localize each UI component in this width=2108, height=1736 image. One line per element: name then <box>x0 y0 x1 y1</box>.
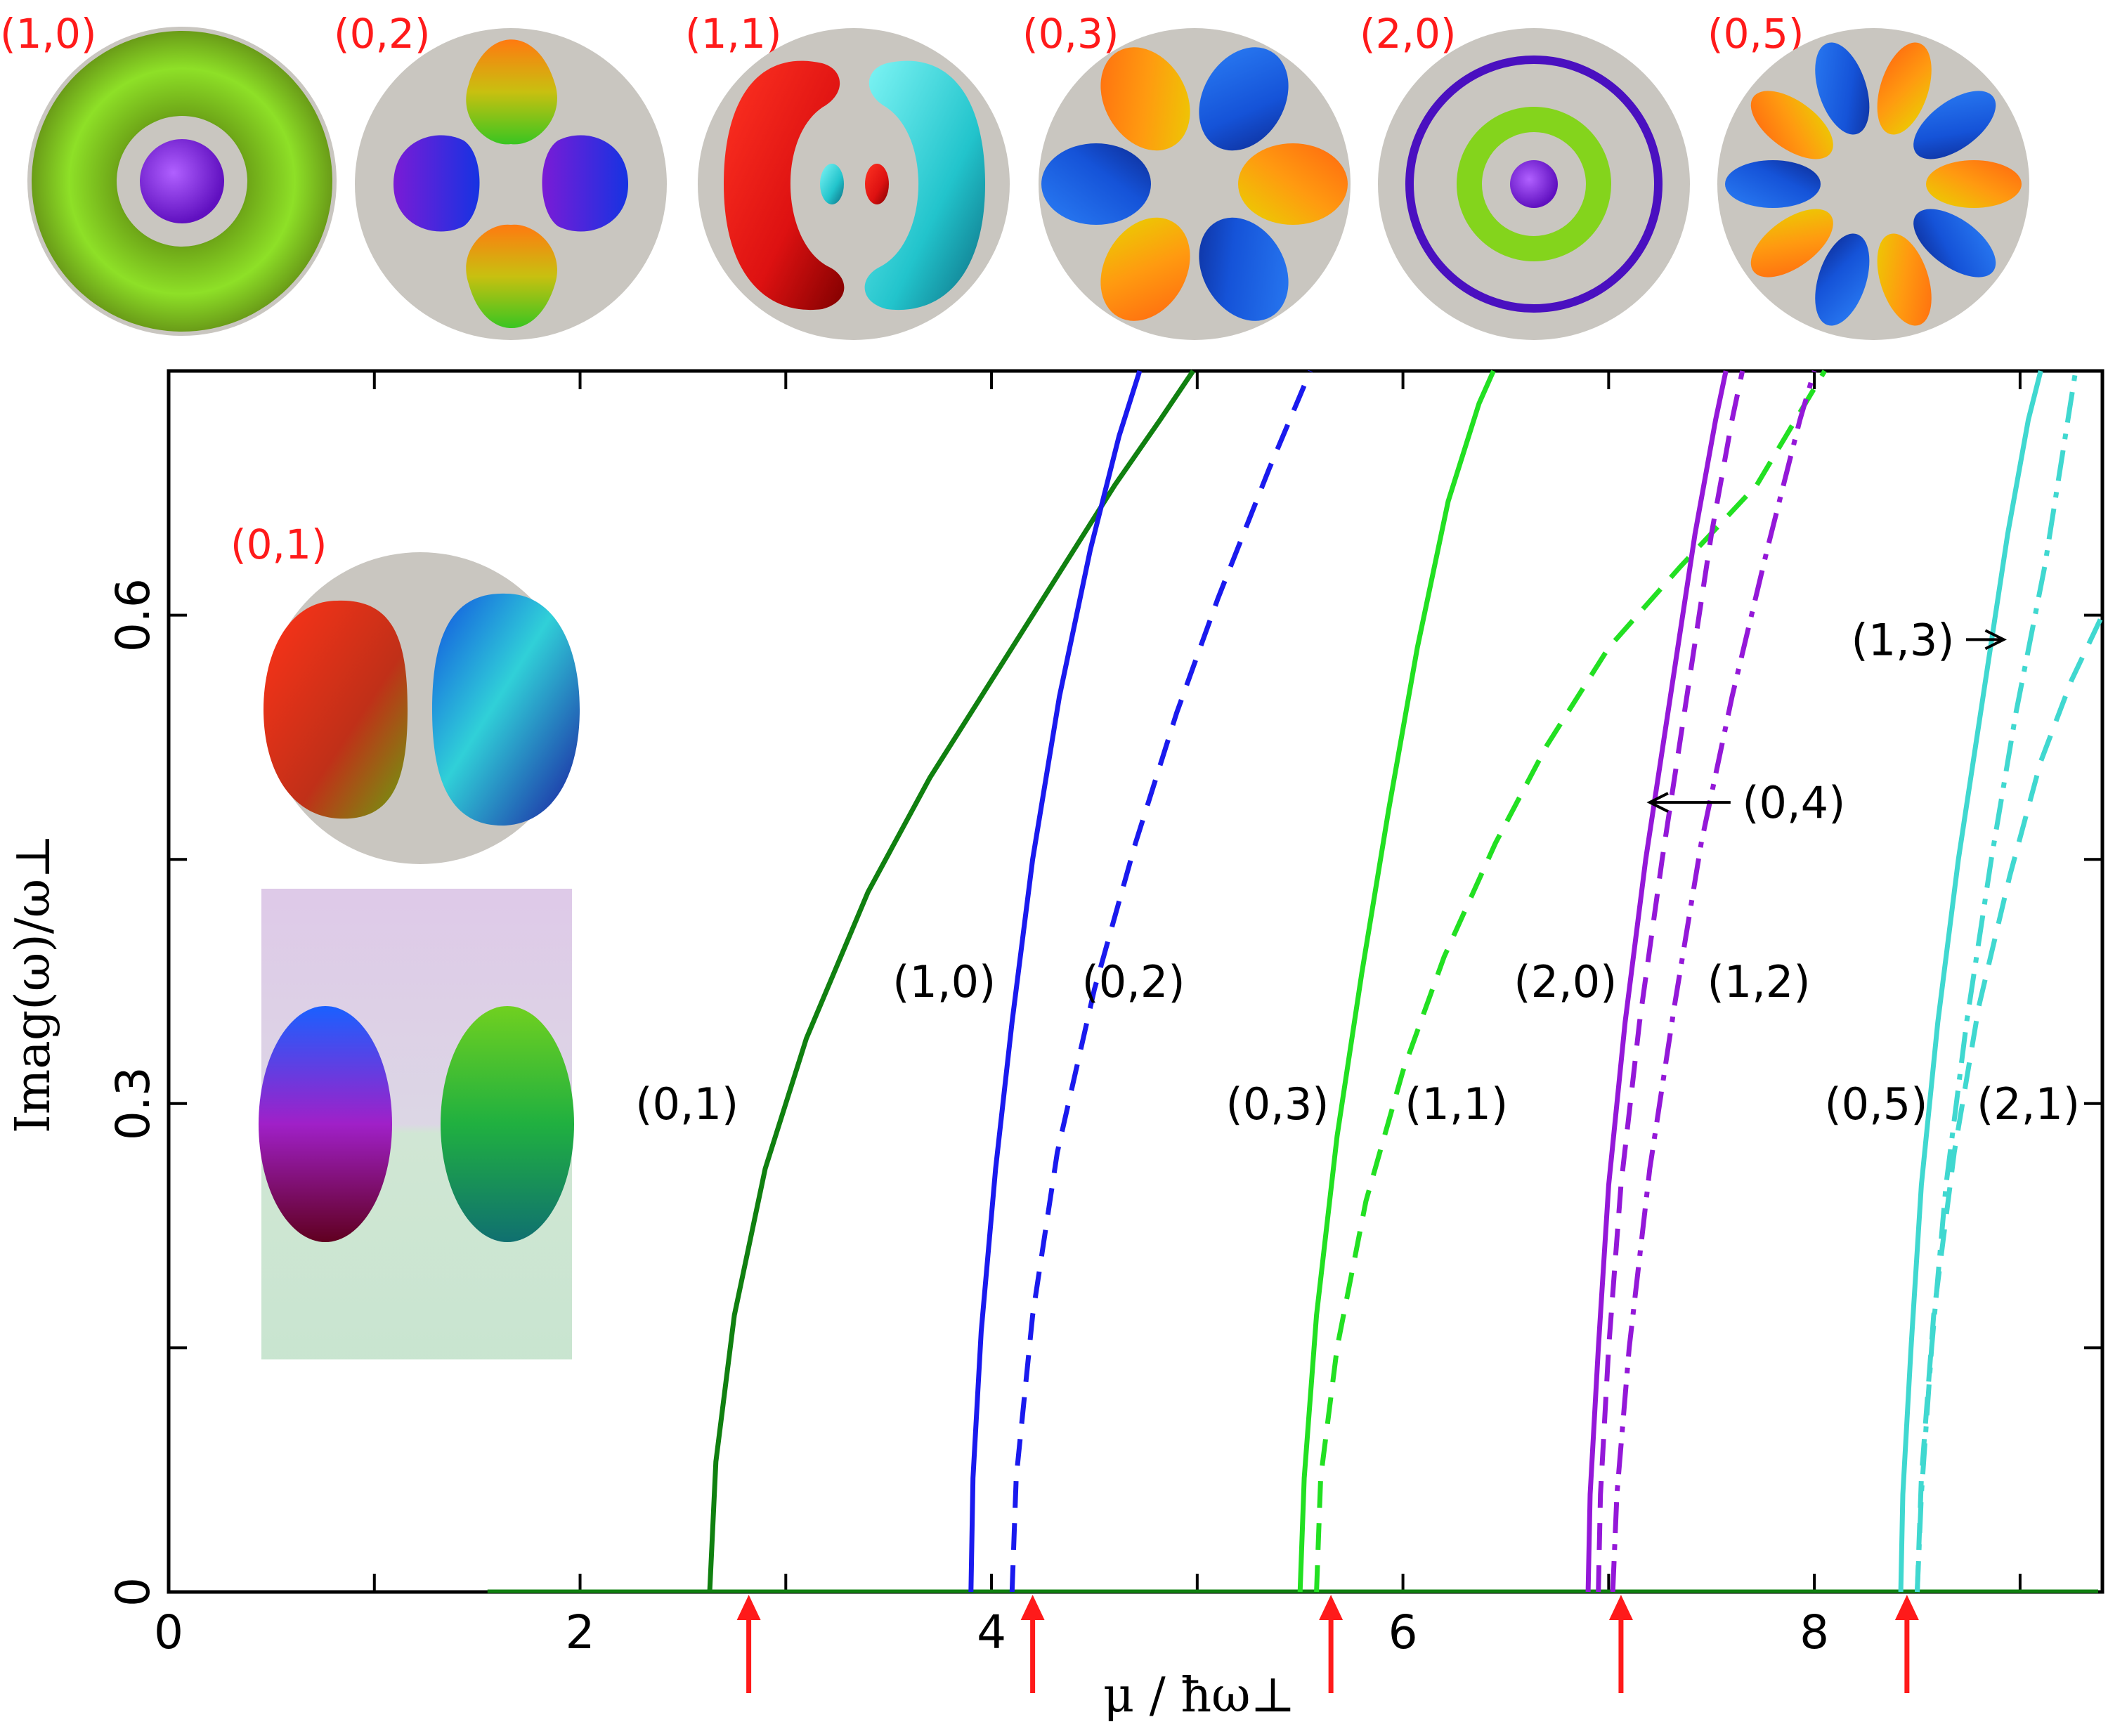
curve-label: (1,1) <box>1405 1078 1508 1130</box>
axis-tick-labels: 0 2 4 6 8 0 0.3 0.6 <box>106 578 1829 1659</box>
mode-title: (0,2) <box>334 10 431 58</box>
series-line-1-1 <box>1314 370 1827 1593</box>
threshold-arrow-head <box>1319 1595 1343 1620</box>
x-tick-label: 4 <box>977 1605 1006 1659</box>
series-line-1-2 <box>1610 370 1817 1593</box>
threshold-arrow-head <box>1608 1595 1633 1620</box>
lobe <box>1100 47 1190 151</box>
axis-ticks <box>167 370 2102 1593</box>
y-tick-label: 0 <box>106 1577 160 1607</box>
curve-label: (0,1) <box>635 1078 739 1130</box>
mode-title: (1,1) <box>685 10 782 58</box>
inset-lobe-left <box>264 600 408 819</box>
series-line-2-0 <box>1585 370 1729 1593</box>
lobe <box>1926 160 2022 208</box>
lobe <box>1041 143 1151 225</box>
arrow-head <box>1646 792 1669 813</box>
series-line-0-2 <box>1009 370 1313 1593</box>
y-tick-label: 0.6 <box>106 578 160 652</box>
lobe <box>1877 233 1932 326</box>
curve-label: (1,0) <box>892 956 996 1007</box>
crescent-right <box>864 60 985 311</box>
lobe <box>1815 233 1870 326</box>
mode-image-0-2: (0,2) <box>334 10 667 340</box>
y-axis-label-text: Imag(ω)/ω⊥ <box>6 834 61 1133</box>
curve-label: (0,2) <box>1082 956 1185 1007</box>
series-line-0-5 <box>1898 370 2043 1593</box>
lobe <box>1725 160 1821 208</box>
mode-image-0-5: (0,5) <box>1707 10 2029 340</box>
x-tick-label: 8 <box>1800 1605 1829 1659</box>
series-line-0-1 <box>707 370 1195 1593</box>
lobe <box>1100 217 1190 321</box>
mode-image-1-1: (1,1) <box>685 10 1010 340</box>
x-tick-label: 6 <box>1388 1605 1418 1659</box>
series-curves <box>487 370 2105 1593</box>
inset-lobe-right <box>432 593 580 826</box>
series-line-0-3 <box>1297 370 1496 1593</box>
threshold-arrow-head <box>736 1595 761 1620</box>
threshold-arrow-head <box>1894 1595 1919 1620</box>
lobe-right <box>542 135 628 232</box>
y-axis-label: Imag(ω)/ω⊥ <box>6 834 61 1133</box>
lobe <box>1913 209 1996 278</box>
mode-title: (0,5) <box>1707 10 1804 58</box>
threshold-arrows <box>736 1595 1919 1693</box>
curve-label: (2,1) <box>1977 1078 2080 1130</box>
x-tick-label: 2 <box>566 1605 595 1659</box>
series-line-0-4 <box>1596 370 1745 1593</box>
small-blob-right <box>865 164 889 204</box>
mode-title: (0,3) <box>1022 10 1119 58</box>
mode-title: (2,0) <box>1360 10 1457 58</box>
mode-images-row: (1,0) (0,2) (1,1) (0,3) <box>0 10 2029 340</box>
inset-side-blob-right <box>441 1006 574 1242</box>
lobe <box>1913 91 1996 159</box>
inset-title: (0,1) <box>230 521 327 568</box>
lobe <box>1199 47 1289 151</box>
series-labels: (0,1) (1,0) (0,2) (0,3) (1,1) (2,0) (1,2) (0,5)… <box>635 614 2080 1129</box>
lobe-bottom <box>466 224 557 328</box>
series-line-1-3 <box>1915 370 2078 1593</box>
mode-image-2-0: (2,0) <box>1360 10 1690 340</box>
lobe-top <box>466 39 557 145</box>
core-blob <box>1510 160 1558 208</box>
lobe <box>1238 143 1348 225</box>
core-blob <box>140 139 224 223</box>
arrow-head <box>1984 629 2007 651</box>
lobe <box>1199 217 1289 321</box>
y-tick-label: 0.3 <box>106 1066 160 1140</box>
x-tick-label: 0 <box>154 1605 183 1659</box>
lobe <box>1877 42 1932 135</box>
arrow-label: (0,4) <box>1742 777 1845 828</box>
lobe <box>1750 91 1833 159</box>
curve-label: (0,3) <box>1226 1078 1329 1130</box>
arrow-label: (1,3) <box>1852 614 1955 665</box>
middle-ring <box>1457 107 1611 261</box>
lobe <box>1815 42 1870 135</box>
curve-label: (1,2) <box>1707 956 1811 1007</box>
series-line-2-1 <box>1915 614 2105 1593</box>
x-axis-label-text: μ / ħω⊥ <box>1103 1668 1296 1723</box>
crescent-left <box>724 60 845 311</box>
x-axis-label: μ / ħω⊥ <box>1103 1668 1296 1723</box>
mode-image-1-0: (1,0) <box>0 10 337 336</box>
outer-ring <box>1405 56 1663 313</box>
lobe-left <box>393 135 480 232</box>
small-blob-left <box>820 164 844 204</box>
inset-0-1: (0,1) <box>230 521 580 1359</box>
threshold-arrow-head <box>1020 1595 1045 1620</box>
mode-disk <box>355 28 667 340</box>
curve-label: (0,5) <box>1824 1078 1927 1130</box>
series-line-1-0 <box>968 370 1143 1593</box>
curve-label: (2,0) <box>1514 956 1617 1007</box>
lobe <box>1750 209 1833 278</box>
mode-title: (1,0) <box>0 10 97 58</box>
inset-side-blob-left <box>259 1006 392 1242</box>
mode-image-0-3: (0,3) <box>1022 10 1351 340</box>
